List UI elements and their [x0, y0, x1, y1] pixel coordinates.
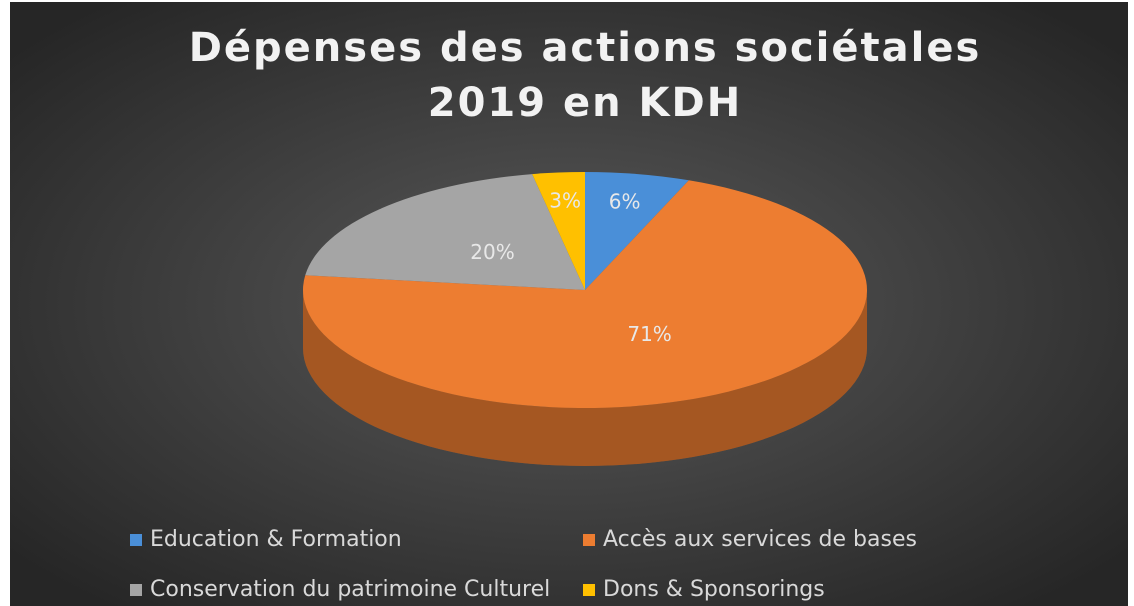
legend-label: Dons & Sponsorings	[603, 577, 825, 602]
legend-label: Education & Formation	[150, 527, 402, 552]
chart-title: 2019 en KDH	[428, 80, 742, 126]
data-label: 3%	[549, 188, 581, 212]
legend-swatch	[583, 534, 595, 546]
data-label: 71%	[627, 322, 671, 346]
legend-swatch	[130, 534, 142, 546]
slice	[585, 172, 689, 290]
side-shade	[303, 290, 867, 466]
chart-title: Dépenses des actions sociétales	[189, 25, 982, 71]
slice	[532, 172, 585, 290]
slice-side	[303, 290, 867, 466]
data-label: 20%	[470, 240, 514, 264]
legend-label: Conservation du patrimoine Culturel	[150, 577, 550, 602]
legend-swatch	[583, 584, 595, 596]
data-label: 6%	[609, 190, 641, 214]
slice	[302, 180, 867, 408]
legend-label: Accès aux services de bases	[603, 527, 917, 552]
legend-swatch	[130, 584, 142, 596]
slice	[305, 174, 585, 290]
